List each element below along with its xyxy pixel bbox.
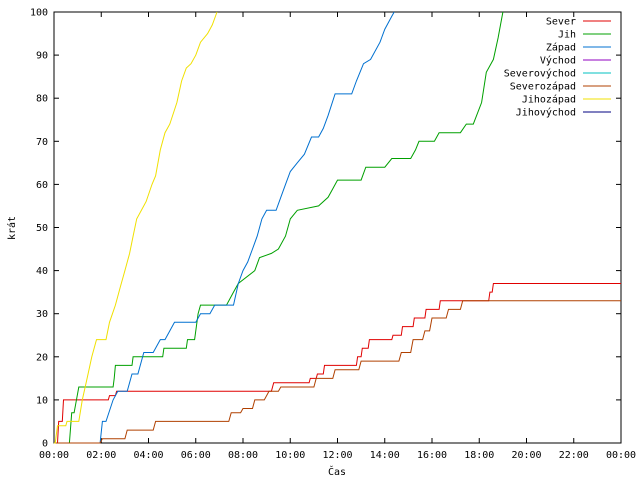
legend-label: Západ xyxy=(546,42,576,54)
x-axis-label: Čas xyxy=(328,465,346,478)
series-line xyxy=(54,300,621,444)
x-tick-label: 20:00 xyxy=(511,450,541,461)
x-tick-label: 16:00 xyxy=(417,450,447,461)
y-tick-label: 40 xyxy=(36,266,48,277)
y-tick-label: 50 xyxy=(36,223,48,234)
legend-label: Východ xyxy=(540,55,576,67)
x-tick-label: 06:00 xyxy=(181,450,211,461)
legend-label: Jihozápad xyxy=(522,94,576,106)
legend-label: Jihovýchod xyxy=(516,107,576,119)
y-tick-label: 90 xyxy=(36,51,48,62)
series-lines xyxy=(54,11,621,444)
series-line xyxy=(54,11,504,444)
y-tick-label: 80 xyxy=(36,94,48,105)
x-tick-label: 00:00 xyxy=(39,450,69,461)
x-axis: 00:00 02:00 04:00 06:00 08:00 10:00 12:00 14:00… xyxy=(39,12,636,461)
x-tick-label: 10:00 xyxy=(275,450,305,461)
x-tick-label: 12:00 xyxy=(322,450,352,461)
y-axis-label: krát xyxy=(6,216,18,240)
x-tick-label: 02:00 xyxy=(86,450,116,461)
x-tick-label: 22:00 xyxy=(559,450,589,461)
y-tick-label: 100 xyxy=(30,8,48,19)
legend-label: Sever xyxy=(546,17,576,28)
legend: Sever JihZápadVýchodSeverovýchodSeverozáp… xyxy=(504,17,611,119)
y-axis: 0 10 20 30 40 50 60 70 80 90 100 xyxy=(30,8,621,450)
legend-label: Severovýchod xyxy=(504,68,576,80)
x-tick-label: 14:00 xyxy=(370,450,400,461)
y-tick-label: 70 xyxy=(36,137,48,148)
series-line xyxy=(54,11,395,444)
x-tick-label: 08:00 xyxy=(228,450,258,461)
series-line xyxy=(54,283,621,444)
legend-label: Severozápad xyxy=(510,81,576,93)
y-tick-label: 10 xyxy=(36,395,48,406)
y-tick-label: 30 xyxy=(36,309,48,320)
series-line xyxy=(54,11,218,444)
x-tick-label: 00:00 xyxy=(606,450,636,461)
x-tick-label: 18:00 xyxy=(464,450,494,461)
x-tick-label: 04:00 xyxy=(133,450,163,461)
y-tick-label: 20 xyxy=(36,352,48,363)
y-tick-label: 0 xyxy=(42,439,48,450)
legend-label: Jih xyxy=(558,30,576,41)
y-tick-label: 60 xyxy=(36,180,48,191)
